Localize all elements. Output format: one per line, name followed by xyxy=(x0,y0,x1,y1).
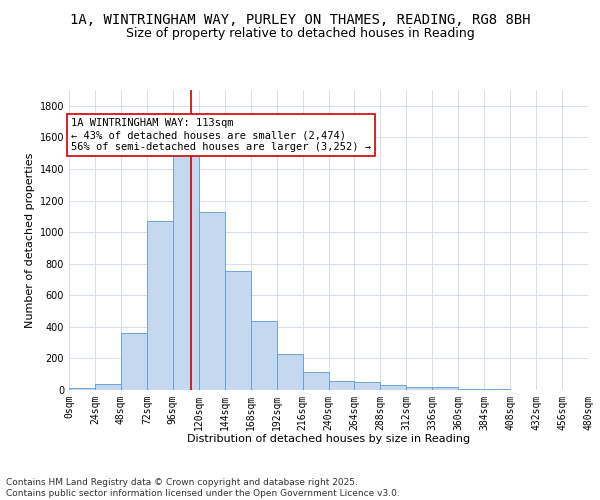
Bar xyxy=(484,389,510,390)
Text: 1A WINTRINGHAM WAY: 113sqm
← 43% of detached houses are smaller (2,474)
56% of s: 1A WINTRINGHAM WAY: 113sqm ← 43% of deta… xyxy=(71,118,371,152)
Text: Contains HM Land Registry data © Crown copyright and database right 2025.
Contai: Contains HM Land Registry data © Crown c… xyxy=(6,478,400,498)
Bar xyxy=(432,387,458,390)
Text: 1A, WINTRINGHAM WAY, PURLEY ON THAMES, READING, RG8 8BH: 1A, WINTRINGHAM WAY, PURLEY ON THAMES, R… xyxy=(70,12,530,26)
Bar xyxy=(302,372,329,390)
Bar xyxy=(147,221,173,390)
Bar xyxy=(225,271,251,390)
Bar xyxy=(380,386,406,390)
Bar xyxy=(95,384,121,390)
Bar xyxy=(251,320,277,390)
X-axis label: Distribution of detached houses by size in Reading: Distribution of detached houses by size … xyxy=(187,434,470,444)
Bar xyxy=(458,389,484,390)
Y-axis label: Number of detached properties: Number of detached properties xyxy=(25,152,35,328)
Text: Size of property relative to detached houses in Reading: Size of property relative to detached ho… xyxy=(125,28,475,40)
Bar xyxy=(121,333,147,390)
Bar xyxy=(355,382,380,390)
Bar xyxy=(277,354,302,390)
Bar xyxy=(329,380,355,390)
Bar xyxy=(173,153,199,390)
Bar xyxy=(69,388,95,390)
Bar xyxy=(406,387,432,390)
Bar xyxy=(199,212,224,390)
